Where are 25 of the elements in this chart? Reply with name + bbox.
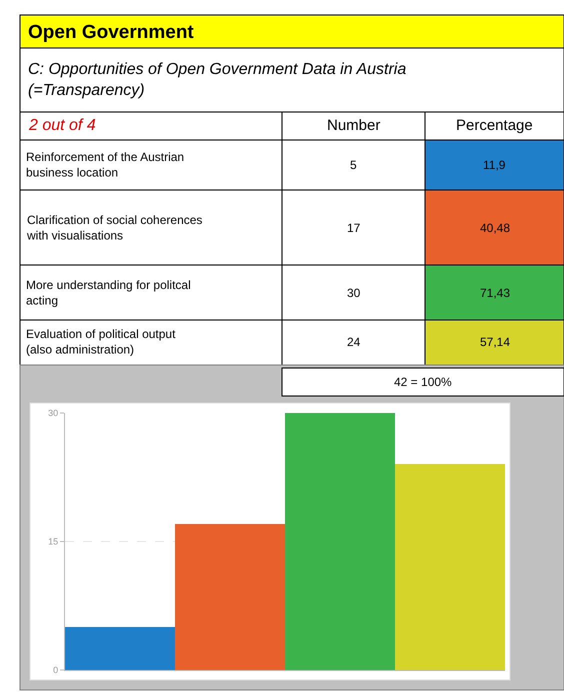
chart-subtitle: C: Opportunities of Open Government Data in Austria (=Transparency) <box>28 61 406 99</box>
text: 2 out of 4 <box>28 117 96 134</box>
text: 71,43 <box>480 286 510 300</box>
text: 24 <box>347 335 361 349</box>
text: Clarification of social coherences with visualisations <box>26 213 202 243</box>
text: Number <box>327 117 380 134</box>
text: 40,48 <box>480 221 510 235</box>
text: More understanding for politcal acting <box>26 278 191 308</box>
bar <box>395 464 505 670</box>
text: 57,14 <box>480 335 510 349</box>
text: 17 <box>347 221 361 235</box>
text: Percentage <box>456 117 533 134</box>
text: 5 <box>350 158 357 172</box>
text: 30 <box>347 286 361 300</box>
chart-title: Open Government <box>28 22 194 43</box>
text: 42 = 100% <box>394 375 452 389</box>
bar <box>65 627 175 670</box>
bar <box>285 413 395 670</box>
bar <box>175 524 285 670</box>
y-tick-label: 30 <box>48 408 58 418</box>
text: Evaluation of political output (also administration) <box>26 327 176 357</box>
text: 11,9 <box>483 158 506 172</box>
y-tick-label: 15 <box>48 536 58 547</box>
y-tick-label: 0 <box>53 665 58 676</box>
text: Reinforcement of the Austrian business location <box>26 150 184 180</box>
